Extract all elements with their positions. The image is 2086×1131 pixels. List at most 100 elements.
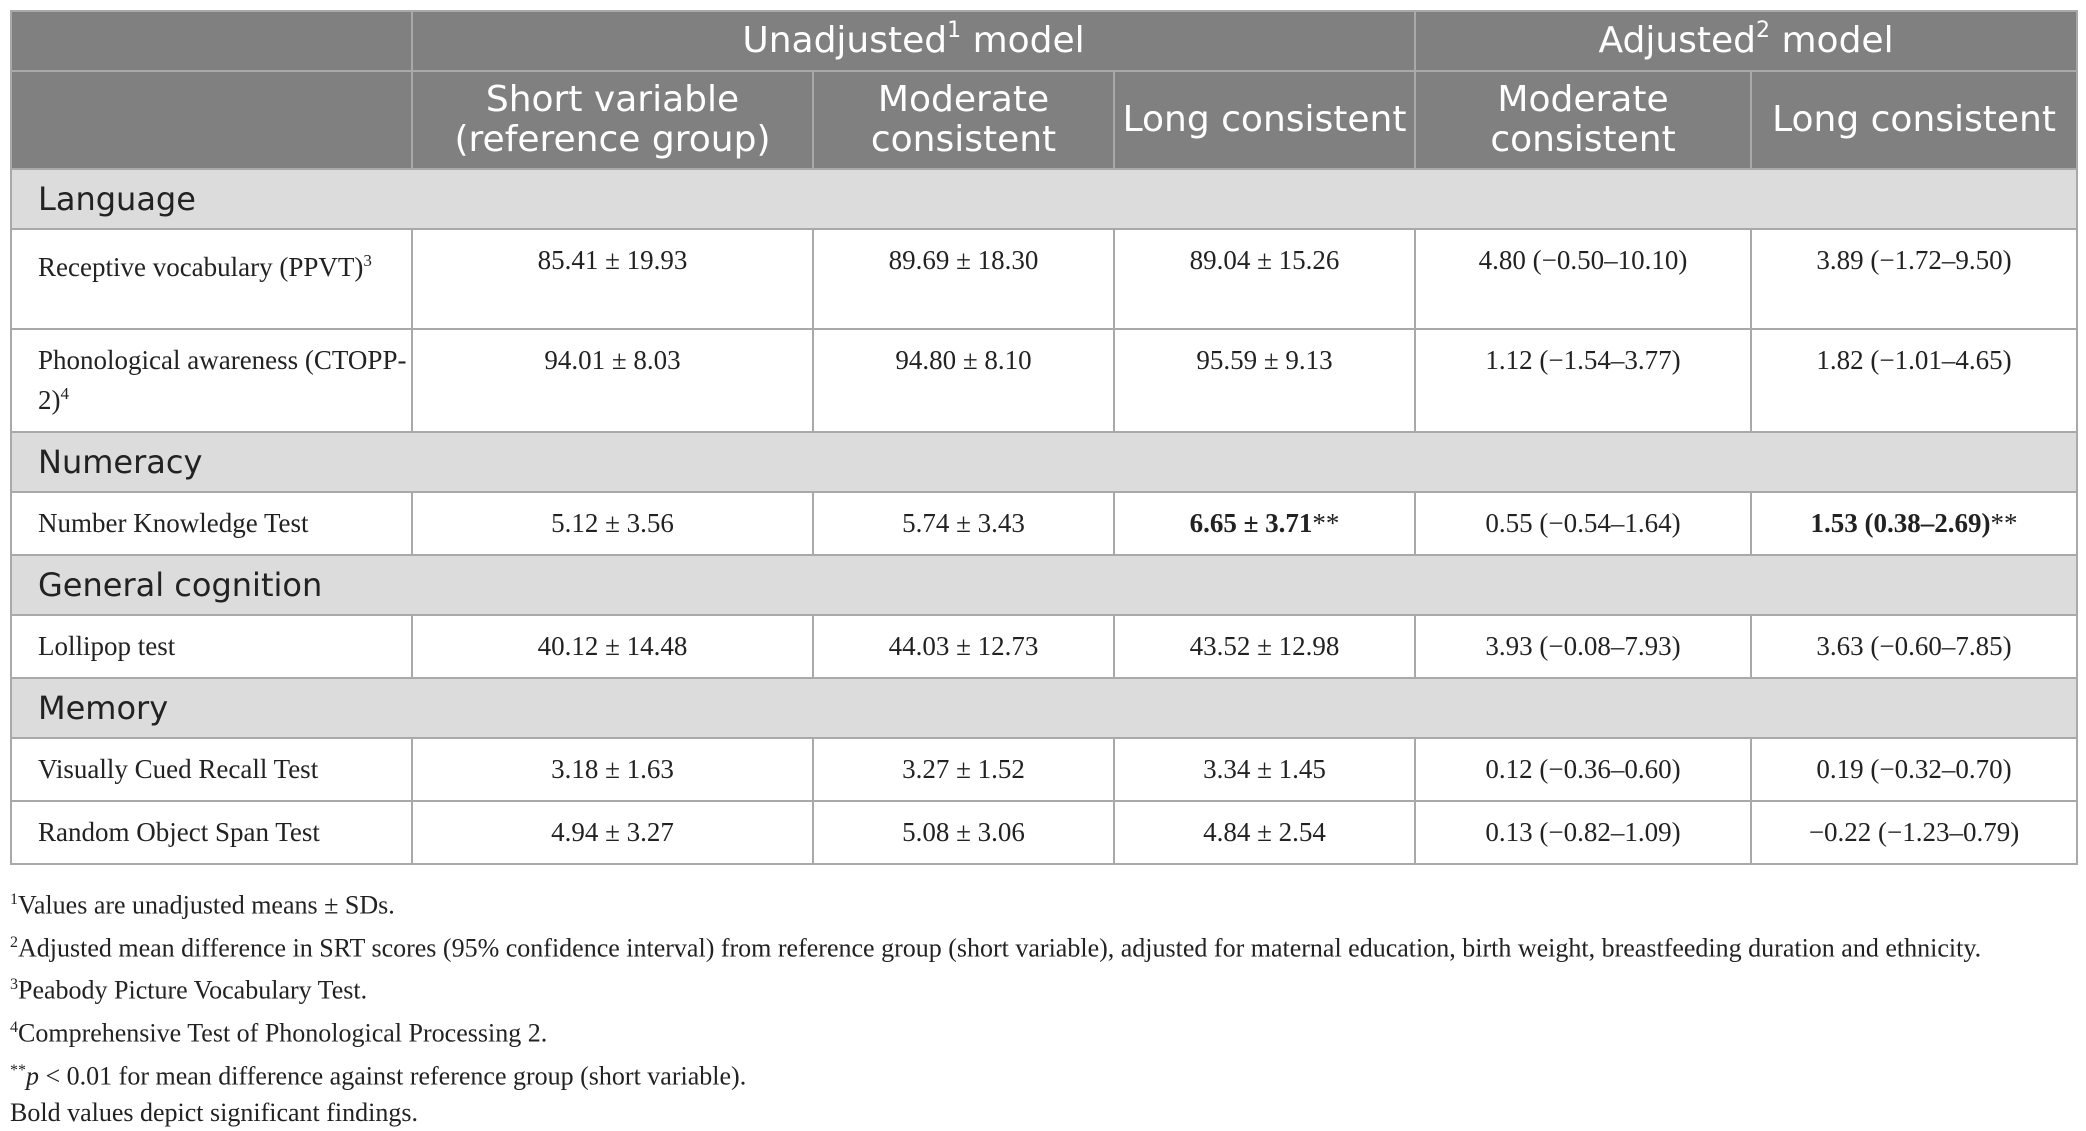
- section-title: Memory: [9, 677, 2079, 739]
- footnote-mark: 2: [10, 933, 18, 951]
- footnote-p-symbol: p: [26, 1061, 39, 1091]
- footnote-3: 3Peabody Picture Vocabulary Test.: [10, 966, 2076, 1009]
- footnote-1: 1Values are unadjusted means ± SDs.: [10, 881, 2076, 924]
- header-group-adjusted-footnote-mark: 2: [1756, 18, 1771, 43]
- cell-value: 0.55 (−0.54–1.64): [1485, 508, 1681, 538]
- cell-value: 44.03 ± 12.73: [888, 631, 1039, 661]
- section-title: Language: [9, 168, 2079, 230]
- table-container: Unadjusted1 model Adjusted2 model Short …: [9, 10, 2079, 1131]
- column-header-moderate-consistent-adjusted: Moderate consistent: [1414, 70, 1753, 170]
- table-cell: 4.94 ± 3.27: [411, 800, 814, 865]
- cell-value-significant: 6.65 ± 3.71: [1189, 508, 1313, 538]
- cell-value: 3.89 (−1.72–9.50): [1816, 245, 2012, 275]
- table-cell: −0.22 (−1.23–0.79): [1750, 800, 2079, 865]
- header-group-adjusted: Adjusted2 model: [1414, 10, 2079, 72]
- cell-value: 3.63 (−0.60–7.85): [1816, 631, 2012, 661]
- cell-value: 5.12 ± 3.56: [551, 508, 674, 538]
- cell-value: 94.80 ± 8.10: [895, 345, 1032, 375]
- header-group-unadjusted: Unadjusted1 model: [410, 10, 1417, 72]
- section-row-language: Language: [9, 168, 2079, 230]
- row-label: Receptive vocabulary (PPVT)3: [10, 228, 413, 330]
- cell-value: −0.22 (−1.23–0.79): [1808, 817, 2020, 847]
- footnote-2: 2Adjusted mean difference in SRT scores …: [10, 924, 2076, 967]
- table-row: Visually Cued Recall Test 3.18 ± 1.63 3.…: [10, 737, 2079, 802]
- section-title: Numeracy: [9, 431, 2079, 493]
- section-row-memory: Memory: [9, 677, 2079, 739]
- table-cell: 40.12 ± 14.48: [411, 614, 814, 679]
- row-label: Number Knowledge Test: [10, 491, 413, 556]
- table-body: Language Receptive vocabulary (PPVT)3 85…: [9, 168, 2079, 865]
- table-cell: 89.69 ± 18.30: [812, 228, 1115, 330]
- cell-value: 85.41 ± 19.93: [537, 245, 688, 275]
- header-group-adjusted-label: Adjusted: [1598, 20, 1757, 61]
- table-cell: 0.12 (−0.36–0.60): [1414, 737, 1753, 802]
- row-label: Visually Cued Recall Test: [10, 737, 413, 802]
- table-cell: 3.34 ± 1.45: [1112, 737, 1417, 802]
- table-cell: 5.08 ± 3.06: [812, 800, 1115, 865]
- cell-value: 4.94 ± 3.27: [551, 817, 674, 847]
- footnote-mark: **: [10, 1061, 26, 1079]
- table-cell: 1.53 (0.38–2.69)**: [1750, 491, 2079, 556]
- row-label: Phonological awareness (CTOPP-2)4: [10, 328, 413, 433]
- cell-value: 4.80 (−0.50–10.10): [1478, 245, 1688, 275]
- table-cell: 1.82 (−1.01–4.65): [1750, 328, 2079, 433]
- footnote-text: Peabody Picture Vocabulary Test.: [18, 975, 368, 1005]
- footnote-text: < 0.01 for mean difference against refer…: [39, 1061, 747, 1091]
- cell-value: 3.93 (−0.08–7.93): [1485, 631, 1681, 661]
- row-label-footnote-mark: 3: [363, 251, 372, 270]
- results-table: Unadjusted1 model Adjusted2 model Short …: [9, 10, 2079, 865]
- footnote-mark: 1: [10, 891, 18, 908]
- table-cell: 3.89 (−1.72–9.50): [1750, 228, 2079, 330]
- table-row: Number Knowledge Test 5.12 ± 3.56 5.74 ±…: [10, 491, 2079, 556]
- cell-value: 43.52 ± 12.98: [1189, 631, 1340, 661]
- cell-value: 5.08 ± 3.06: [902, 817, 1025, 847]
- cell-value-significant: 1.53 (0.38–2.69): [1810, 508, 1991, 538]
- table-cell: 3.93 (−0.08–7.93): [1414, 614, 1753, 679]
- cell-value: 0.19 (−0.32–0.70): [1816, 754, 2012, 784]
- footnote-5: **p < 0.01 for mean difference against r…: [10, 1052, 2076, 1095]
- table-cell: 0.55 (−0.54–1.64): [1414, 491, 1753, 556]
- table-cell: 85.41 ± 19.93: [411, 228, 814, 330]
- cell-value: 1.12 (−1.54–3.77): [1485, 345, 1681, 375]
- table-cell: 3.27 ± 1.52: [812, 737, 1115, 802]
- table-cell: 44.03 ± 12.73: [812, 614, 1115, 679]
- table-cell: 0.19 (−0.32–0.70): [1750, 737, 2079, 802]
- footnote-4: 4Comprehensive Test of Phonological Proc…: [10, 1009, 2076, 1052]
- row-label: Lollipop test: [10, 614, 413, 679]
- row-label-text: Phonological awareness (CTOPP-2): [38, 345, 407, 415]
- footnote-text: Adjusted mean difference in SRT scores (…: [18, 933, 1982, 963]
- header-corner-bottom: [10, 70, 413, 170]
- cell-value: 4.84 ± 2.54: [1203, 817, 1326, 847]
- footnote-mark: 4: [10, 1018, 18, 1036]
- column-header-long-consistent-unadjusted: Long consistent: [1112, 70, 1417, 170]
- row-label-text: Number Knowledge Test: [38, 508, 309, 538]
- table-cell: 43.52 ± 12.98: [1112, 614, 1417, 679]
- column-header-short-variable: Short variable (reference group): [411, 70, 814, 170]
- cell-value: 40.12 ± 14.48: [537, 631, 688, 661]
- row-label-footnote-mark: 4: [60, 384, 70, 403]
- row-label-text: Lollipop test: [38, 631, 176, 661]
- table-cell: 0.13 (−0.82–1.09): [1414, 800, 1753, 865]
- header-group-unadjusted-footnote-mark: 1: [947, 18, 962, 43]
- section-row-numeracy: Numeracy: [9, 431, 2079, 493]
- cell-value: 3.34 ± 1.45: [1203, 754, 1326, 784]
- table-cell: 95.59 ± 9.13: [1112, 328, 1417, 433]
- header-corner-top: [10, 10, 413, 72]
- table-cell: 3.18 ± 1.63: [411, 737, 814, 802]
- cell-value: 1.82 (−1.01–4.65): [1816, 345, 2012, 375]
- cell-value: 89.69 ± 18.30: [888, 245, 1039, 275]
- section-row-general-cognition: General cognition: [9, 554, 2079, 616]
- table-cell: 1.12 (−1.54–3.77): [1414, 328, 1753, 433]
- table-footnotes: 1Values are unadjusted means ± SDs. 2Adj…: [10, 881, 2076, 1131]
- row-label-text: Random Object Span Test: [38, 817, 320, 847]
- section-title: General cognition: [9, 554, 2079, 616]
- footnote-text: Values are unadjusted means ± SDs.: [18, 890, 395, 920]
- significance-stars: **: [1990, 508, 2018, 538]
- column-header-moderate-consistent-unadjusted: Moderate consistent: [812, 70, 1115, 170]
- table-row: Lollipop test 40.12 ± 14.48 44.03 ± 12.7…: [10, 614, 2079, 679]
- table-row: Random Object Span Test 4.94 ± 3.27 5.08…: [10, 800, 2079, 865]
- footnote-text: Bold values depict significant findings.: [10, 1098, 418, 1128]
- cell-value: 0.12 (−0.36–0.60): [1485, 754, 1681, 784]
- row-label-text: Visually Cued Recall Test: [38, 754, 319, 784]
- table-cell: 94.01 ± 8.03: [411, 328, 814, 433]
